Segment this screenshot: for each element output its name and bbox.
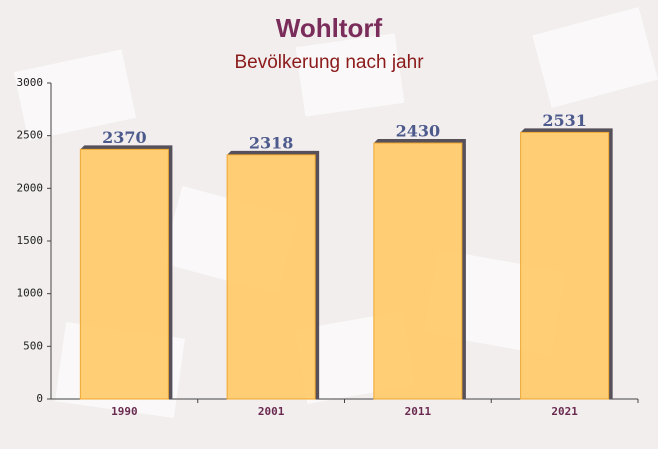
y-tick-label: 500 bbox=[23, 339, 43, 352]
y-tick-label: 3000 bbox=[17, 76, 44, 89]
value-label: 2531 bbox=[542, 111, 587, 130]
bar bbox=[520, 131, 610, 400]
y-tick-label: 1000 bbox=[17, 287, 44, 300]
y-tick-label: 2500 bbox=[17, 129, 44, 142]
x-tick-label: 2001 bbox=[258, 405, 285, 418]
chart-subtitle: Bevölkerung nach jahr bbox=[234, 52, 424, 73]
bar bbox=[79, 148, 169, 400]
bar bbox=[373, 142, 463, 400]
x-tick-label: 2011 bbox=[405, 405, 432, 418]
y-tick-label: 0 bbox=[36, 392, 43, 405]
y-tick-label: 1500 bbox=[17, 234, 44, 247]
chart-title: Wohltorf bbox=[276, 13, 383, 43]
x-tick-label: 1990 bbox=[111, 405, 138, 418]
value-label: 2370 bbox=[102, 128, 147, 147]
value-label: 2318 bbox=[249, 133, 294, 152]
value-label: 2430 bbox=[396, 122, 441, 141]
y-tick-label: 2000 bbox=[17, 181, 44, 194]
x-tick-label: 2021 bbox=[551, 405, 578, 418]
bar bbox=[226, 154, 316, 400]
